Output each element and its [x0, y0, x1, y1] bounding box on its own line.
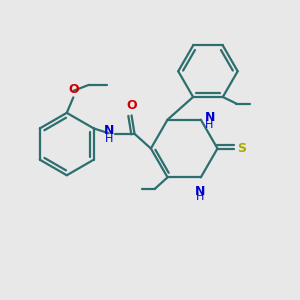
Text: N: N	[205, 111, 216, 124]
Text: N: N	[104, 124, 114, 137]
Text: H: H	[205, 120, 214, 130]
Text: O: O	[126, 99, 137, 112]
Text: H: H	[196, 192, 204, 202]
Text: N: N	[195, 185, 206, 198]
Text: O: O	[69, 83, 79, 96]
Text: S: S	[237, 142, 246, 155]
Text: H: H	[105, 134, 113, 144]
